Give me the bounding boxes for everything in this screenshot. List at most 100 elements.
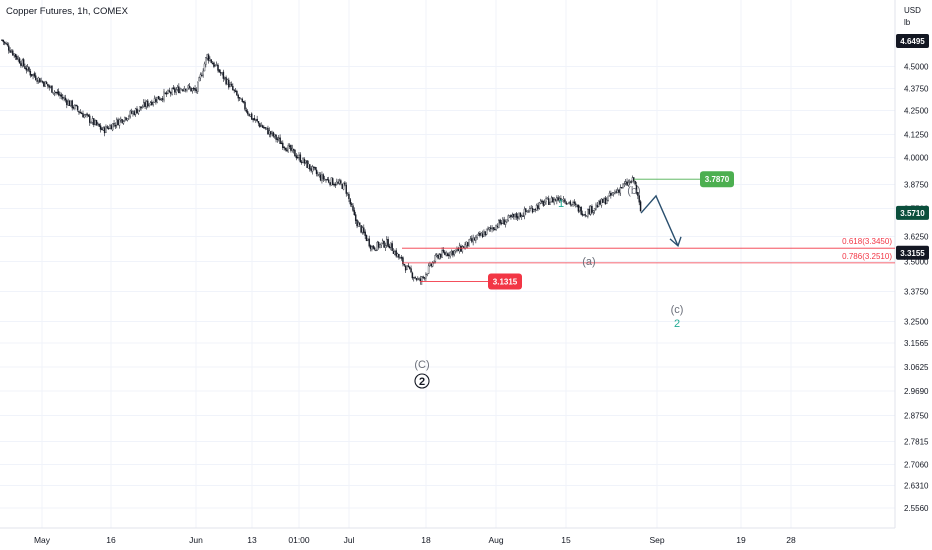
candle-body [506,219,508,222]
time-tick-label: 01:00 [288,535,310,545]
candle-body [521,215,523,217]
candle-body [157,95,160,100]
candle-body [525,208,527,212]
candle-body [404,265,407,271]
candle-body [188,85,191,88]
candle-body [309,164,311,170]
candle-body [25,67,28,71]
candle-body [422,276,424,278]
candle-body [84,114,87,116]
candle-body [600,198,603,206]
candle-body [91,118,94,123]
candle-body [473,238,476,241]
price-tick-label: 4.1250 [904,131,929,140]
candle-body [496,225,499,228]
candle-body [569,201,572,205]
candle-body [449,251,451,257]
candle-body [372,245,374,249]
candle-body [105,126,107,133]
candle-body [573,201,576,204]
candle-body [512,214,515,217]
candle-body [110,125,113,130]
candle-body [138,106,141,111]
candle-body [251,113,253,120]
candle-body [319,174,322,181]
candle-body [491,227,493,230]
candle-body [12,50,14,56]
candle-body [400,257,403,259]
candle-body [441,250,443,258]
candle-body [167,89,169,94]
price-tick-label: 4.2500 [904,107,929,116]
candle-body [357,222,360,227]
candle-body [453,250,455,255]
candle-body [560,198,562,202]
candle-body [120,118,122,121]
candle-body [14,53,17,58]
wave-a-label: (a) [582,256,595,268]
candle-body [426,273,428,276]
candle-body [584,214,586,216]
candle-body [45,82,48,85]
candle-body [113,123,115,125]
candle-body [523,208,526,217]
candle-body [542,201,545,206]
candle-body [334,183,337,186]
price-tick-label: 2.6310 [904,482,929,491]
candle-body [28,67,30,72]
candle-body [229,84,231,87]
candle-body [533,209,535,212]
candle-body [477,233,480,235]
candle-body [446,253,449,256]
price-tick-label: 4.0000 [904,154,929,163]
candle-body [89,115,91,123]
candle-body [394,251,396,255]
candle-body [272,132,275,137]
candle-body [275,134,277,140]
price-axis[interactable]: 4.50004.37504.25004.12504.00003.87503.75… [904,63,929,514]
candle-body [151,101,153,106]
price-tick-label: 2.7060 [904,461,929,470]
candle-body [122,121,125,124]
candle-body [371,246,373,250]
candle-body [329,182,331,185]
chart-grid [0,0,896,529]
candle-body [35,75,37,80]
candle-body [314,167,316,170]
candle-body [611,192,613,196]
candle-body [268,130,271,135]
candle-body [133,111,136,115]
price-tick-label: 2.9690 [904,387,929,396]
candle-body [448,254,450,257]
candle-body [66,100,68,105]
candle-body [199,74,202,79]
candle-body [68,100,71,106]
candle-body [577,204,580,212]
candle-body [164,92,167,95]
candle-body [488,227,491,230]
candle-body [141,107,144,109]
candle-body [591,206,593,213]
level-price-badge [896,245,929,260]
candle-body [171,88,173,95]
candle-body [516,216,519,219]
price-tick-label: 3.1565 [904,339,929,348]
currency-label: USD [904,6,921,15]
candle-body [134,108,137,115]
candle-body [5,42,7,45]
candle-body [413,277,415,279]
time-axis[interactable]: May 16 Jun 13 01:00 Jul 18 Aug 15 Sep 19 28 [34,535,796,545]
time-tick-label: Aug [488,535,503,545]
candle-body [500,222,503,224]
candle-body [350,203,353,205]
level-price-label: 3.3155 [900,249,925,258]
candle-body [373,247,376,250]
candle-body [604,197,607,205]
candle-body [161,98,164,100]
candle-body [330,177,333,186]
candle-body [579,207,581,212]
candle-body [175,89,177,93]
price-tick-label: 3.0625 [904,363,929,372]
candle-body [74,104,76,109]
